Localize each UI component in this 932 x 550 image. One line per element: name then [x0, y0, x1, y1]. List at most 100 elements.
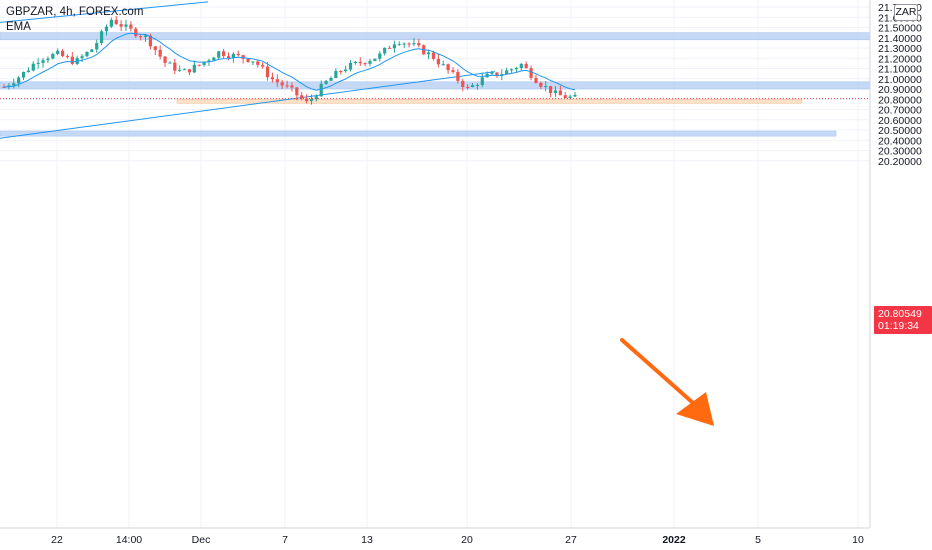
price-tick-label: 20.60000 — [878, 115, 922, 127]
candle-body — [295, 87, 299, 96]
candle-body — [280, 82, 284, 86]
candle-body — [314, 96, 318, 100]
candle-body — [309, 99, 314, 101]
candle-body — [544, 86, 548, 88]
candle-body — [573, 95, 577, 97]
candle-body — [236, 53, 240, 56]
candle-body — [568, 96, 572, 98]
candle-body — [334, 70, 338, 78]
arrow-head — [676, 392, 714, 426]
trend-line-upper — [0, 1, 209, 23]
candle-body — [197, 64, 201, 66]
price-axis[interactable]: 21.7000021.6000021.5000021.4000021.30000… — [878, 2, 922, 168]
price-tick-label: 21.20000 — [878, 53, 922, 65]
last-price-value: 20.80549 — [878, 308, 922, 320]
candle-body — [90, 49, 94, 52]
candle-body — [363, 63, 367, 65]
time-axis[interactable]: 22 14:00 Dec 7 13 20 27 2022 5 10 — [51, 534, 864, 546]
grid-lines — [0, 0, 870, 528]
candle-body — [148, 35, 153, 47]
candle-body — [378, 53, 382, 59]
forecast-arrow — [620, 338, 714, 426]
candle-body — [256, 61, 260, 65]
candle-body — [153, 46, 157, 50]
candle-body — [348, 62, 353, 70]
candle-body — [178, 69, 182, 71]
candle-body — [431, 52, 436, 59]
candle-body — [56, 50, 60, 55]
price-tick-label: 21.50000 — [878, 23, 922, 35]
candle-body — [207, 60, 211, 62]
candle-body — [163, 56, 167, 63]
candle-body — [2, 86, 6, 88]
candle-body — [85, 51, 89, 57]
candle-body — [456, 71, 460, 81]
candle-body — [324, 80, 328, 84]
candle-body — [446, 64, 450, 71]
candle-body — [426, 52, 431, 55]
candle-body — [109, 19, 113, 27]
candle-body — [495, 72, 499, 76]
candle-body — [304, 98, 309, 101]
candle-body — [246, 58, 250, 62]
candle-body — [31, 63, 35, 71]
candle-body — [217, 51, 221, 58]
time-tick-label: 5 — [755, 534, 761, 546]
candle-body — [21, 71, 26, 78]
time-tick-label: 14:00 — [116, 534, 142, 546]
candle-body — [509, 69, 514, 71]
candle-body — [397, 44, 401, 46]
candle-body — [539, 82, 543, 87]
candle-body — [553, 90, 558, 94]
candle-body — [275, 79, 279, 83]
trend-lines — [0, 1, 496, 139]
candle-body — [524, 63, 528, 69]
candle-body — [251, 61, 255, 63]
arrow-shaft — [620, 338, 694, 404]
candle-body — [104, 26, 109, 32]
candle-body — [392, 44, 397, 49]
candle-body — [65, 56, 70, 58]
candle-body — [80, 56, 84, 59]
candle-body — [490, 72, 494, 74]
time-tick-label: 20 — [461, 534, 473, 546]
price-tick-label: 20.20000 — [878, 156, 922, 168]
candlesticks — [2, 16, 577, 105]
price-tick-label: 20.90000 — [878, 84, 922, 96]
candle-body — [187, 69, 192, 73]
candle-body — [119, 24, 123, 27]
candle-body — [192, 64, 196, 73]
candle-body — [36, 62, 40, 64]
candle-body — [441, 64, 445, 66]
candle-body — [129, 24, 133, 29]
currency-button[interactable]: ZAR — [894, 4, 918, 21]
price-zone — [0, 81, 871, 90]
candle-body — [402, 43, 406, 45]
last-price-badge: 20.80549 01:19:34 — [874, 306, 932, 334]
candle-body — [319, 83, 323, 97]
candle-body — [329, 77, 333, 81]
candle-body — [407, 43, 411, 45]
candle-body — [358, 61, 362, 64]
candle-body — [344, 69, 348, 72]
candle-body — [353, 61, 357, 63]
candle-body — [60, 50, 65, 57]
candle-body — [70, 56, 74, 64]
candle-body — [222, 51, 226, 57]
candle-body — [26, 70, 31, 72]
candle-body — [46, 58, 50, 61]
time-tick-label: 2022 — [662, 534, 686, 546]
candle-body — [95, 42, 99, 50]
candle-body — [290, 85, 294, 88]
symbol-title[interactable]: GBPZAR, 4h, FOREX.com — [6, 6, 144, 18]
candle-body — [285, 85, 289, 87]
candle-body — [226, 56, 231, 59]
candle-body — [17, 77, 21, 84]
candle-body — [368, 60, 372, 64]
candle-body — [373, 58, 377, 61]
candle-body — [202, 61, 206, 65]
indicator-label[interactable]: EMA — [6, 21, 31, 33]
candle-body — [383, 47, 387, 54]
price-tick-label: 20.40000 — [878, 135, 922, 147]
